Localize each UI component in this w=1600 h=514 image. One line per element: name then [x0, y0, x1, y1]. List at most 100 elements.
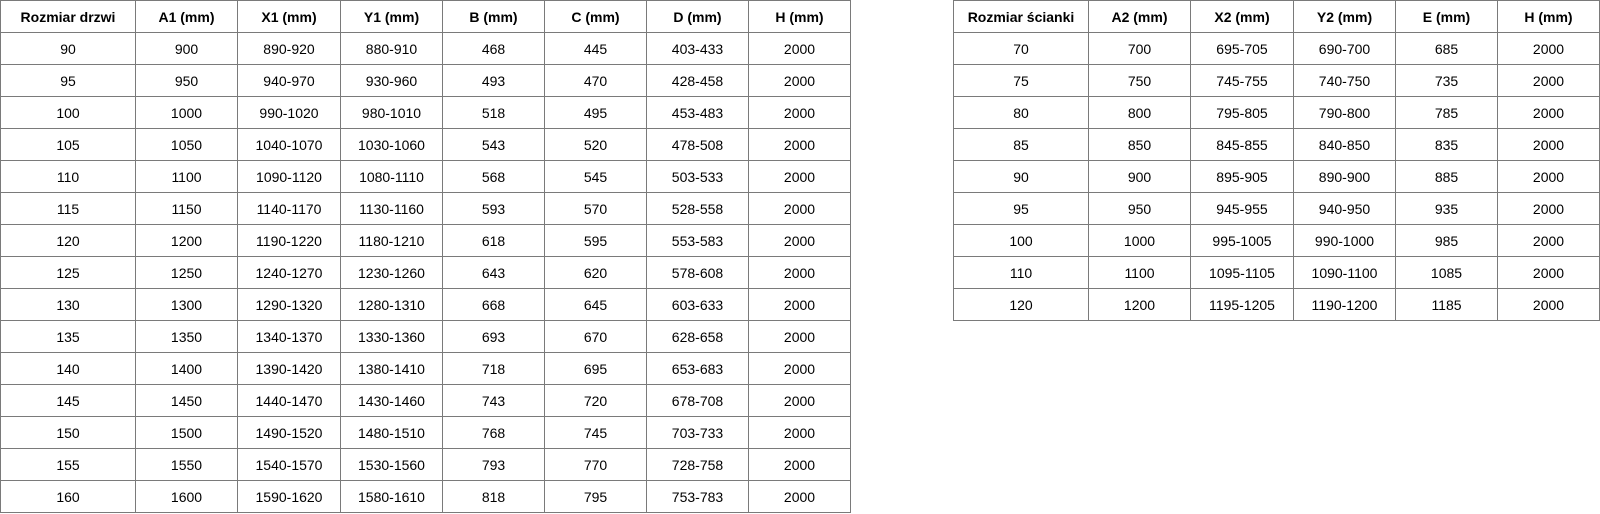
table-cell: 620	[544, 256, 647, 289]
table-cell: 2000	[1497, 64, 1600, 97]
table-cell: 1240-1270	[237, 256, 341, 289]
table-cell: 1180-1210	[340, 224, 443, 257]
column-header: X1 (mm)	[237, 0, 341, 33]
table-row: 110 1100 1090-1120 1080-1110 568 545 503-533 20…	[0, 160, 851, 193]
table-cell: 678-708	[646, 384, 749, 417]
table-cell: 1090-1100	[1293, 256, 1396, 289]
table-row: 145 1450 1440-1470 1430-1460 743 720 678-708 20…	[0, 384, 851, 417]
table-cell: 900	[135, 32, 238, 65]
table-cell: 453-483	[646, 96, 749, 129]
table-cell: 690-700	[1293, 32, 1396, 65]
table-cell: 1100	[135, 160, 238, 193]
table-cell: 768	[442, 416, 545, 449]
table-cell: 528-558	[646, 192, 749, 225]
table-cell: 1400	[135, 352, 238, 385]
table-cell: 2000	[1497, 288, 1600, 321]
table-cell: 880-910	[340, 32, 443, 65]
table-cell: 2000	[748, 480, 851, 513]
table-cell: 645	[544, 288, 647, 321]
table-cell: 545	[544, 160, 647, 193]
table-cell: 595	[544, 224, 647, 257]
table-cell: 2000	[1497, 96, 1600, 129]
table-row: 105 1050 1040-1070 1030-1060 543 520 478-508 20…	[0, 128, 851, 161]
table-row: 100 1000 990-1020 980-1010 518 495 453-483 2000	[0, 96, 851, 129]
table-cell: 1430-1460	[340, 384, 443, 417]
table-cell: 553-583	[646, 224, 749, 257]
table-cell: 890-920	[237, 32, 341, 65]
table-cell: 105	[0, 128, 136, 161]
table-cell: 1250	[135, 256, 238, 289]
table-cell: 720	[544, 384, 647, 417]
table-cell: 753-783	[646, 480, 749, 513]
table-row: 70 700 695-705 690-700 685 2000	[953, 32, 1600, 65]
table-cell: 980-1010	[340, 96, 443, 129]
table-cell: 2000	[748, 160, 851, 193]
table-cell: 1190-1220	[237, 224, 341, 257]
table-cell: 125	[0, 256, 136, 289]
table-cell: 1590-1620	[237, 480, 341, 513]
table-cell: 155	[0, 448, 136, 481]
table-cell: 150	[0, 416, 136, 449]
table-cell: 643	[442, 256, 545, 289]
table-cell: 495	[544, 96, 647, 129]
table-cell: 1050	[135, 128, 238, 161]
table-cell: 2000	[748, 288, 851, 321]
table-cell: 990-1000	[1293, 224, 1396, 257]
table-cell: 543	[442, 128, 545, 161]
table-cell: 145	[0, 384, 136, 417]
table-cell: 950	[135, 64, 238, 97]
table-cell: 895-905	[1190, 160, 1294, 193]
table-cell: 1200	[1088, 288, 1191, 321]
column-header: Y2 (mm)	[1293, 0, 1396, 33]
header-row: Rozmiar drzwi A1 (mm) X1 (mm) Y1 (mm) B (mm)…	[0, 0, 851, 33]
table-cell: 1500	[135, 416, 238, 449]
table-cell: 885	[1395, 160, 1498, 193]
table-cell: 743	[442, 384, 545, 417]
table-cell: 818	[442, 480, 545, 513]
table-row: 110 1100 1095-1105 1090-1100 1085 2000	[953, 256, 1600, 289]
table-row: 100 1000 995-1005 990-1000 985 2000	[953, 224, 1600, 257]
table-cell: 120	[0, 224, 136, 257]
table-cell: 693	[442, 320, 545, 353]
table-cell: 700	[1088, 32, 1191, 65]
table-cell: 740-750	[1293, 64, 1396, 97]
table-cell: 2000	[748, 416, 851, 449]
table-cell: 1000	[135, 96, 238, 129]
table-cell: 135	[0, 320, 136, 353]
table-cell: 618	[442, 224, 545, 257]
table-cell: 950	[1088, 192, 1191, 225]
table-cell: 685	[1395, 32, 1498, 65]
table-cell: 95	[953, 192, 1089, 225]
table-cell: 115	[0, 192, 136, 225]
table-cell: 2000	[748, 384, 851, 417]
table-cell: 1150	[135, 192, 238, 225]
table-cell: 110	[953, 256, 1089, 289]
table-cell: 2000	[1497, 256, 1600, 289]
table-cell: 668	[442, 288, 545, 321]
table-row: 140 1400 1390-1420 1380-1410 718 695 653-683 20…	[0, 352, 851, 385]
column-header: C (mm)	[544, 0, 647, 33]
table-cell: 80	[953, 96, 1089, 129]
table-cell: 2000	[1497, 160, 1600, 193]
table-cell: 1440-1470	[237, 384, 341, 417]
table-cell: 2000	[748, 320, 851, 353]
table-cell: 140	[0, 352, 136, 385]
table-cell: 603-633	[646, 288, 749, 321]
table-cell: 1480-1510	[340, 416, 443, 449]
table-cell: 403-433	[646, 32, 749, 65]
column-header: H (mm)	[748, 0, 851, 33]
table-cell: 470	[544, 64, 647, 97]
table-cell: 695-705	[1190, 32, 1294, 65]
table-cell: 2000	[748, 96, 851, 129]
table-cell: 735	[1395, 64, 1498, 97]
table-cell: 990-1020	[237, 96, 341, 129]
column-header: H (mm)	[1497, 0, 1600, 33]
table-cell: 1080-1110	[340, 160, 443, 193]
table-row: 135 1350 1340-1370 1330-1360 693 670 628-658 20…	[0, 320, 851, 353]
table-cell: 2000	[748, 448, 851, 481]
table-cell: 468	[442, 32, 545, 65]
table-cell: 95	[0, 64, 136, 97]
table-cell: 670	[544, 320, 647, 353]
table-cell: 1185	[1395, 288, 1498, 321]
table-cell: 1200	[135, 224, 238, 257]
